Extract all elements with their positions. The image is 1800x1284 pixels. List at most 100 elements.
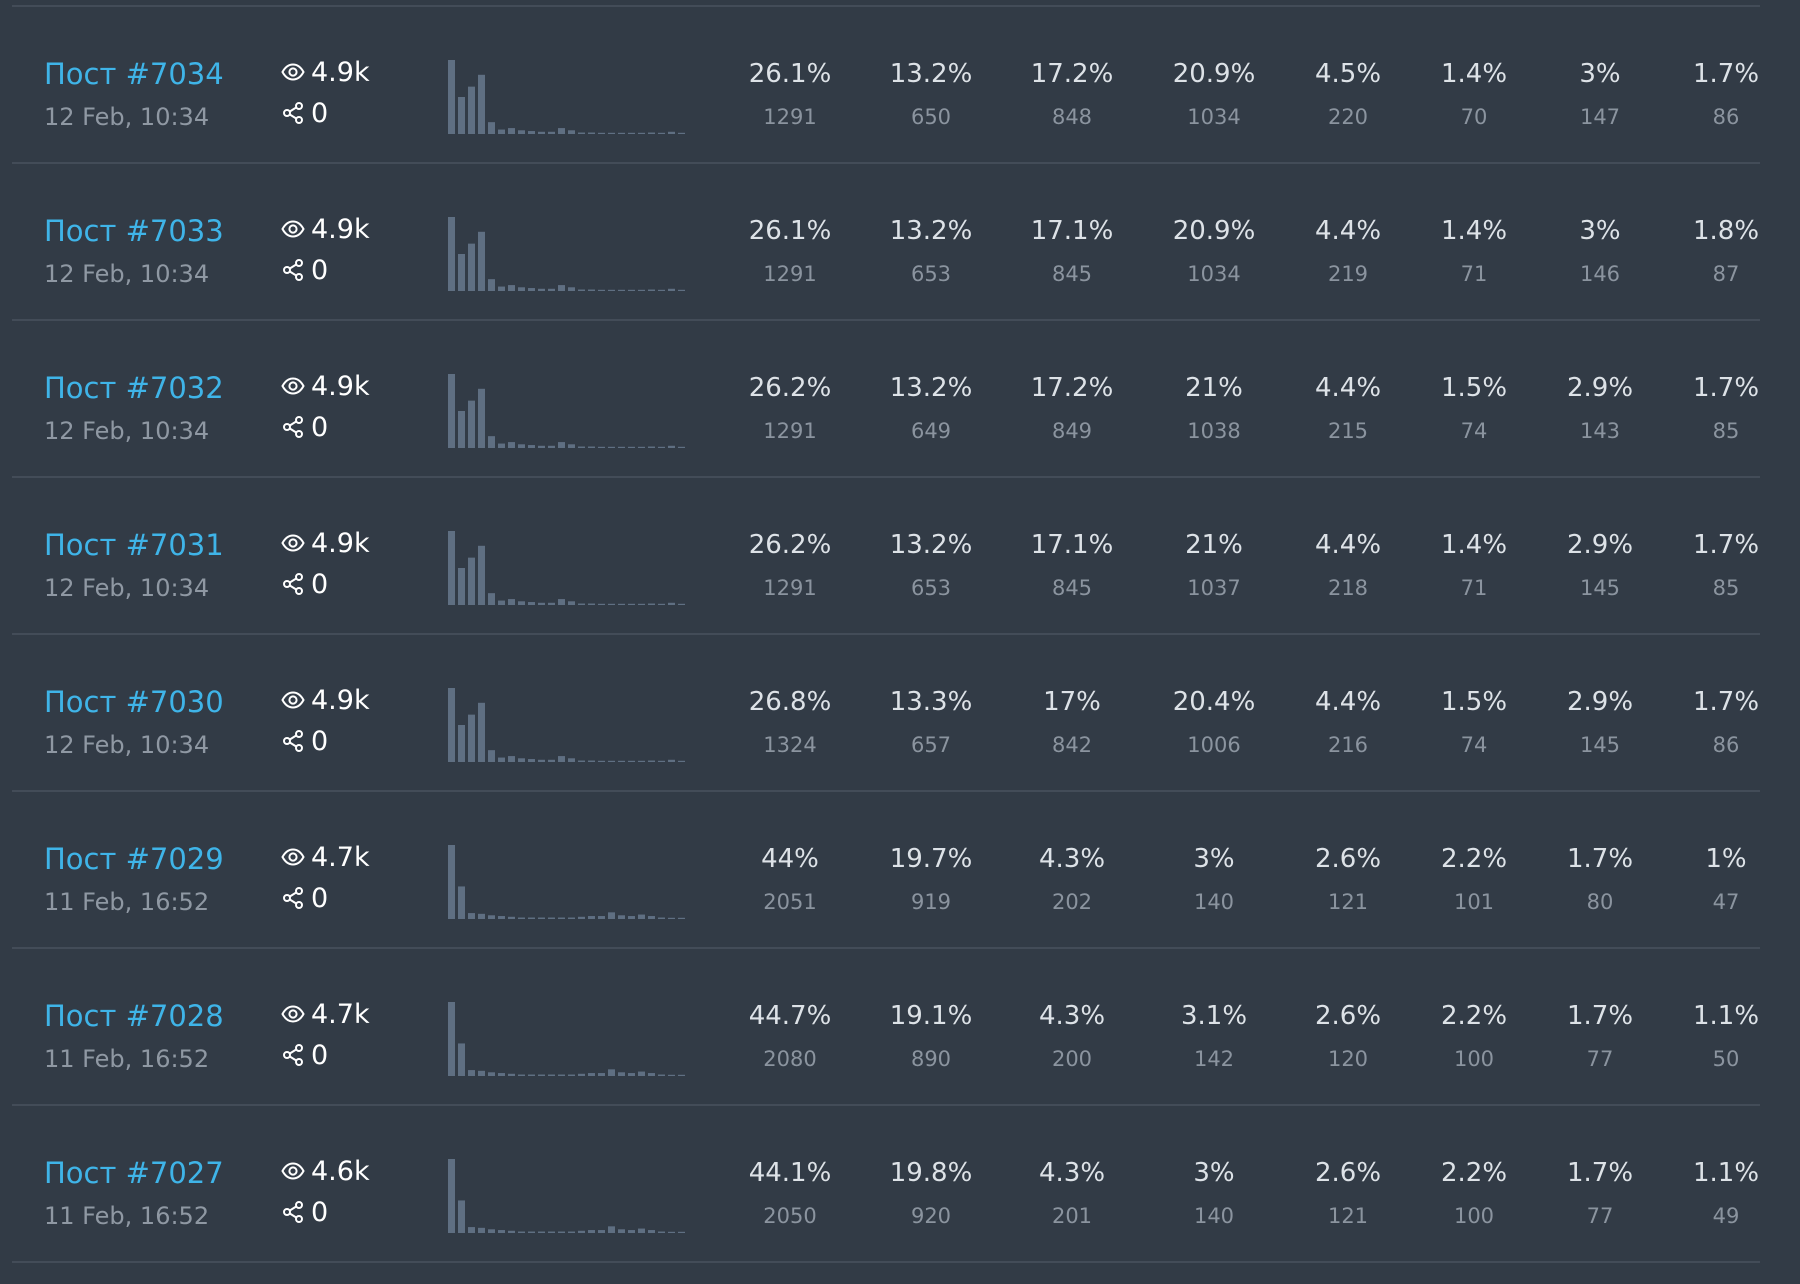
percent-value: 1.7% (1692, 530, 1760, 560)
sparkline-bar (568, 758, 575, 762)
row-divider (12, 633, 1760, 635)
views-count: 4.7k (311, 841, 370, 873)
row-divider (12, 1104, 1760, 1106)
count-value: 121 (1327, 890, 1369, 914)
sparkline-bar (488, 750, 495, 762)
percent-value: 13.2% (889, 530, 973, 560)
count-value: 845 (1051, 576, 1093, 600)
sparkline-bar (648, 1073, 655, 1076)
count-value: 218 (1327, 576, 1369, 600)
post-date: 11 Feb, 16:52 (44, 1045, 210, 1073)
percent-value: 17.1% (1030, 216, 1114, 246)
views-metric: 4.7k (281, 841, 370, 873)
sparkline-bar (548, 445, 555, 448)
post-link[interactable]: Пост #7027 (44, 1156, 224, 1190)
share-icon (283, 1044, 303, 1066)
sparkline-bar (508, 442, 515, 448)
count-value: 147 (1579, 105, 1621, 129)
post-date: 11 Feb, 16:52 (44, 1202, 210, 1230)
sparkline-bar (638, 1071, 645, 1076)
post-link[interactable]: Пост #7034 (44, 57, 224, 91)
sparkline-bar (528, 602, 535, 605)
sparkline-bar (448, 217, 455, 291)
sparkline-bar (588, 289, 595, 291)
count-value: 143 (1579, 419, 1621, 443)
count-value: 100 (1453, 1204, 1495, 1228)
sparkline-bar (588, 1230, 595, 1233)
shares-metric: 0 (281, 569, 328, 600)
sparkline-bar (528, 131, 535, 134)
percent-value: 19.8% (889, 1158, 973, 1188)
percent-value: 26.1% (748, 59, 832, 89)
post-link[interactable]: Пост #7028 (44, 999, 224, 1033)
count-value: 80 (1586, 890, 1614, 914)
percent-value: 4.4% (1314, 687, 1382, 717)
shares-metric: 0 (281, 255, 328, 286)
sparkline-bar (518, 1231, 525, 1233)
count-value: 919 (910, 890, 952, 914)
row-divider (12, 162, 1760, 164)
sparkline-bar (578, 446, 585, 448)
count-value: 220 (1327, 105, 1369, 129)
post-link[interactable]: Пост #7033 (44, 214, 224, 248)
count-value: 216 (1327, 733, 1369, 757)
sparkline-bar (458, 1043, 465, 1076)
sparkline-bar (528, 917, 535, 919)
sparkline-chart (448, 845, 685, 919)
percent-value: 21% (1185, 530, 1243, 560)
count-value: 87 (1712, 262, 1740, 286)
sparkline-bar (668, 917, 675, 919)
percent-value: 4.4% (1314, 216, 1382, 246)
percent-value: 26.2% (748, 530, 832, 560)
share-icon (283, 259, 303, 281)
sparkline-bar (678, 917, 685, 919)
post-date: 11 Feb, 16:52 (44, 888, 210, 916)
sparkline-bar (668, 1231, 675, 1233)
count-value: 120 (1327, 1047, 1369, 1071)
sparkline-bar (518, 130, 525, 134)
post-link[interactable]: Пост #7032 (44, 371, 224, 405)
sparkline-bar (538, 602, 545, 605)
sparkline-bar (448, 60, 455, 134)
shares-count: 0 (311, 882, 329, 914)
percent-value: 1.1% (1692, 1158, 1760, 1188)
sparkline-bar (628, 603, 635, 605)
sparkline-bar (488, 279, 495, 291)
sparkline-bar (518, 758, 525, 762)
sparkline-bar (518, 444, 525, 448)
sparkline-chart (448, 60, 685, 134)
count-value: 70 (1460, 105, 1488, 129)
shares-count: 0 (311, 97, 329, 129)
sparkline-bar (618, 1072, 625, 1076)
sparkline-bar (508, 1073, 515, 1076)
sparkline-bar (528, 1231, 535, 1233)
sparkline-bar (548, 1074, 555, 1076)
percent-value: 44.1% (748, 1158, 832, 1188)
post-link[interactable]: Пост #7031 (44, 528, 224, 562)
post-link[interactable]: Пост #7029 (44, 842, 224, 876)
count-value: 140 (1193, 1204, 1235, 1228)
count-value: 86 (1712, 105, 1740, 129)
sparkline-bar (678, 289, 685, 291)
percent-value: 1.1% (1692, 1001, 1760, 1031)
sparkline-bar (468, 86, 475, 134)
count-value: 1291 (763, 262, 817, 286)
sparkline-chart (448, 217, 685, 291)
sparkline-chart (448, 374, 685, 448)
sparkline-bar (658, 1231, 665, 1233)
sparkline-bar (628, 132, 635, 134)
post-date: 12 Feb, 10:34 (44, 260, 210, 288)
share-icon (283, 573, 303, 595)
sparkline-bar (488, 1229, 495, 1233)
share-icon (283, 887, 303, 909)
post-link[interactable]: Пост #7030 (44, 685, 224, 719)
count-value: 1006 (1187, 733, 1241, 757)
percent-value: 2.6% (1314, 1158, 1382, 1188)
count-value: 85 (1712, 576, 1740, 600)
sparkline-bar (448, 845, 455, 919)
count-value: 200 (1051, 1047, 1093, 1071)
sparkline-bar (658, 1074, 665, 1076)
shares-metric: 0 (281, 1040, 328, 1071)
sparkline-bar (508, 128, 515, 134)
sparkline-bar (658, 760, 665, 762)
